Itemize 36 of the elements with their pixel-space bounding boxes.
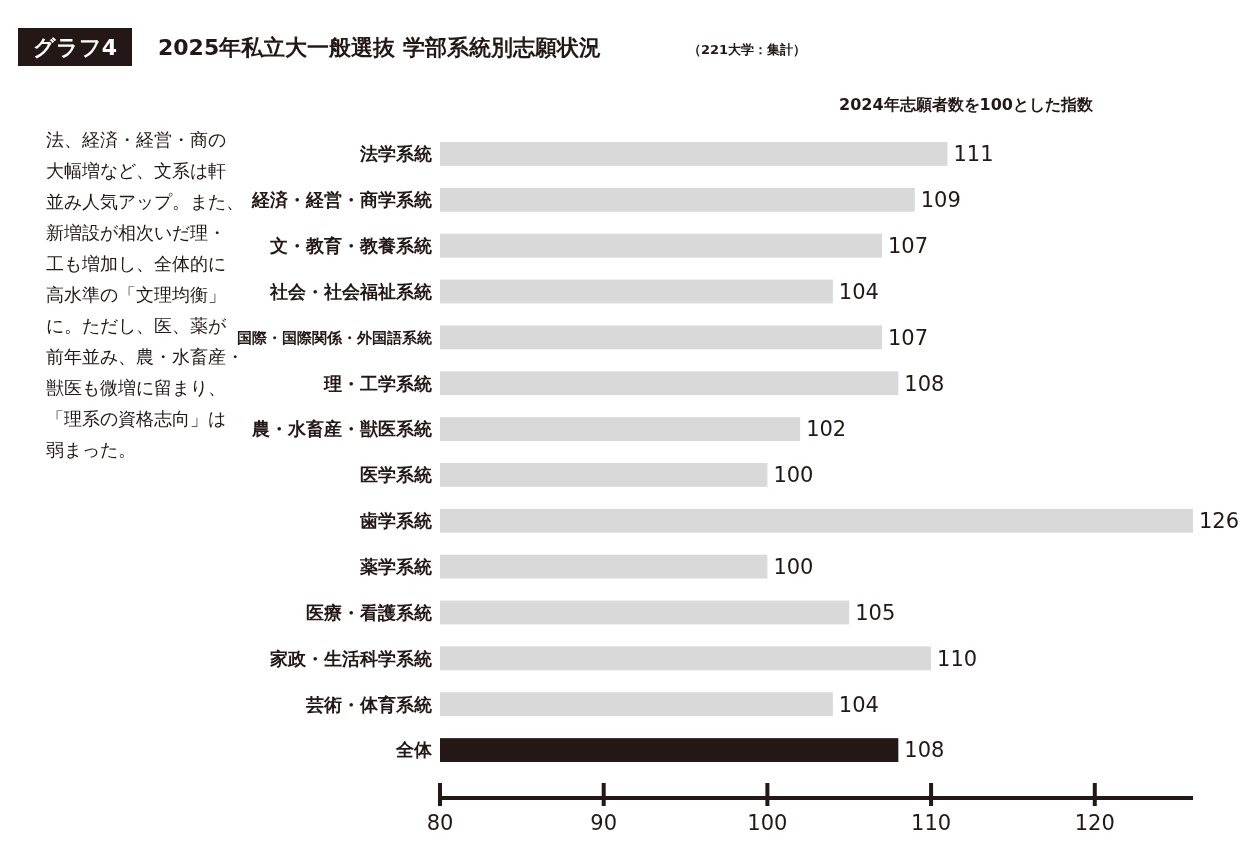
y-tick-label: 全体 bbox=[395, 739, 433, 761]
x-tick-label: 100 bbox=[747, 811, 788, 836]
x-tick-label: 110 bbox=[911, 811, 952, 836]
data-label: 104 bbox=[838, 692, 879, 717]
y-tick-label: 芸術・体育系統 bbox=[305, 693, 432, 715]
y-tick-label: 農・水畜産・獣医系統 bbox=[251, 418, 432, 440]
y-tick-label: 法学系統 bbox=[359, 143, 432, 165]
y-tick-label: 家政・生活科学系統 bbox=[269, 647, 432, 669]
x-tick-label: 80 bbox=[426, 811, 454, 836]
data-label: 111 bbox=[953, 142, 994, 167]
data-label: 100 bbox=[773, 463, 814, 488]
text: グラフ4 bbox=[32, 34, 118, 60]
y-tick-label: 社会・社会福祉系統 bbox=[269, 280, 432, 302]
x-axis-title: 2024年志願者数を100とした指数 bbox=[839, 94, 1094, 114]
data-label: 110 bbox=[937, 646, 978, 671]
data-label: 102 bbox=[806, 417, 847, 442]
x-tick-label: 90 bbox=[590, 811, 618, 836]
data-label: 109 bbox=[920, 188, 961, 213]
x-tick-label: 120 bbox=[1074, 811, 1115, 836]
data-label: 105 bbox=[855, 600, 896, 625]
data-label: 126 bbox=[1199, 509, 1240, 534]
y-tick-label: 医療・看護系統 bbox=[306, 601, 432, 623]
data-label: 108 bbox=[904, 371, 945, 396]
chart-subtitle: （221大学：集計） bbox=[688, 41, 807, 57]
data-label: 100 bbox=[773, 554, 814, 579]
data-label: 108 bbox=[904, 738, 945, 763]
chart-title: 2025年私立大一般選抜 学部系統別志願状況 bbox=[158, 34, 601, 60]
y-tick-label: 薬学系統 bbox=[359, 555, 432, 577]
data-label: 107 bbox=[887, 325, 929, 350]
y-tick-label: 文・教育・教養系統 bbox=[269, 234, 432, 256]
data-label: 107 bbox=[887, 233, 929, 258]
y-tick-label: 経済・経営・商学系統 bbox=[251, 189, 432, 211]
data-label: 104 bbox=[838, 279, 879, 304]
y-tick-label: 理・工学系統 bbox=[323, 372, 432, 394]
y-tick-label: 歯学系統 bbox=[359, 510, 432, 532]
y-tick-label: 医学系統 bbox=[360, 464, 432, 486]
